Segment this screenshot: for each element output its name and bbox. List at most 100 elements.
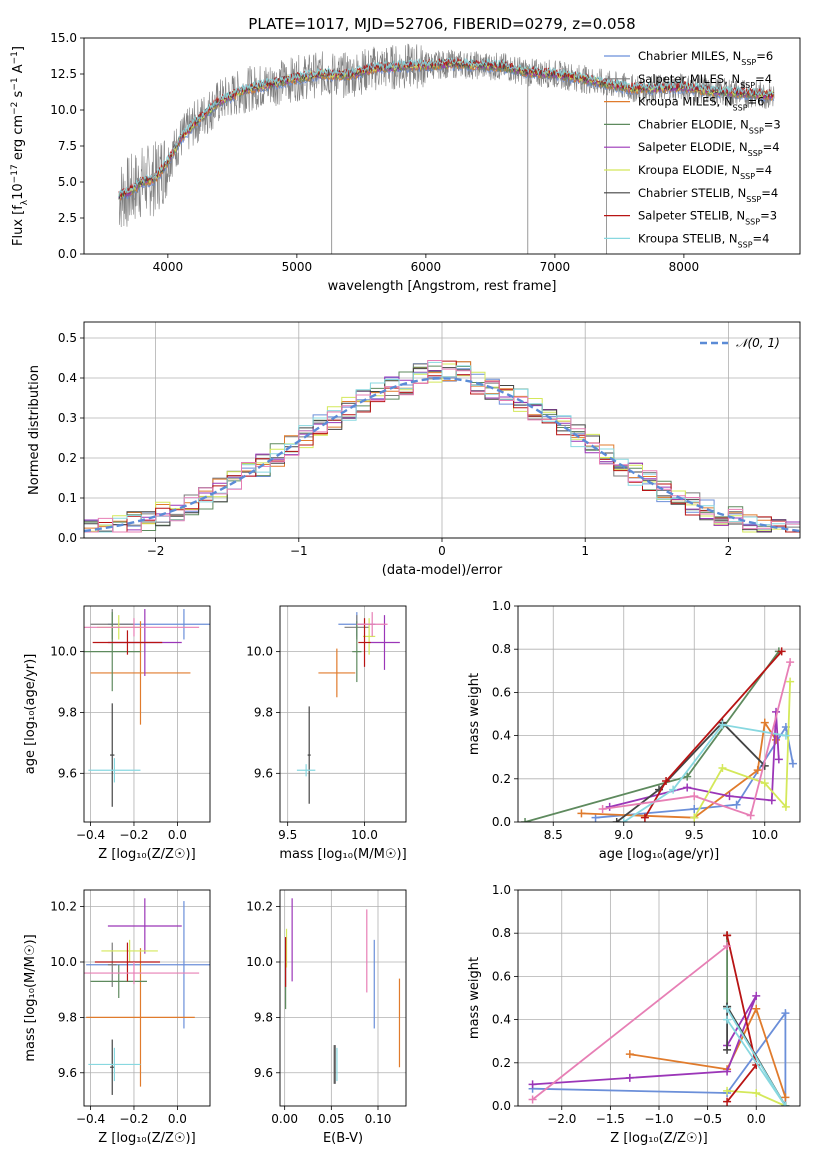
mass-weight-line-chabrier_stelib <box>616 721 766 822</box>
y-tick-label: 1.0 <box>492 883 511 897</box>
x-tick-label: −2 <box>147 544 165 558</box>
y-tick-label: 9.6 <box>58 766 77 780</box>
mass-weight-marker <box>718 720 727 729</box>
x-tick-label: 0.0 <box>168 1112 187 1126</box>
axes-frame <box>517 605 801 823</box>
mass-weight-marker <box>625 1073 634 1082</box>
y-tick-label: 9.6 <box>254 1066 273 1080</box>
mass-weight-marker <box>723 1086 732 1095</box>
y-tick-label: 1.0 <box>492 599 511 613</box>
mass-weight-marker <box>752 1004 761 1013</box>
y-tick-label: 0.8 <box>492 642 511 656</box>
y-tick-label: 0.4 <box>492 1013 511 1027</box>
legend-entry-label: Kroupa ELODIE, NSSP=4 <box>638 163 772 181</box>
mass-weight-marker <box>746 811 755 820</box>
x-tick-label: 0.05 <box>318 1112 345 1126</box>
y-tick-label: 5.0 <box>58 175 77 189</box>
mass-weight-line-kroupa_miles <box>629 1006 787 1098</box>
legend-label-suffix: =4 <box>755 72 772 86</box>
x-axis-label: E(B-V) <box>323 1131 363 1146</box>
mass-weight-marker <box>781 1093 790 1102</box>
x-tick-label: −2.0 <box>547 1112 576 1126</box>
legend-label-sub: SSP <box>746 194 761 203</box>
y-tick-label: 0.6 <box>492 969 511 983</box>
x-tick-label: 5000 <box>282 260 313 274</box>
y-tick-label: 9.6 <box>254 766 273 780</box>
y-axis-label-part: −17 <box>10 164 20 183</box>
legend-entry-label: Chabrier STELIB, NSSP=4 <box>638 186 778 204</box>
residuals-panel: −2 −1 0 1 2 0.0 0.1 0.2 0.3 0.4 0.5 (data-model)/er… <box>27 321 801 578</box>
y-tick-label: 7.5 <box>58 139 77 153</box>
x-axis-label: (data-model)/error <box>382 563 503 578</box>
x-tick-label: 6000 <box>411 260 442 274</box>
mass_vs_ebv-panel: 0.00 0.05 0.10 9.6 9.8 10.0 10.2 E(B-V) <box>246 889 407 1146</box>
age_vs_mass-data <box>296 612 400 804</box>
mass-weight-marker <box>781 802 790 811</box>
legend-label-main: Chabrier STELIB, N <box>638 186 746 200</box>
y-axis-label-part: λ <box>20 199 30 205</box>
legend-label-sub: SSP <box>741 58 756 67</box>
legend-label-sub: SSP <box>740 172 755 181</box>
age_vs_Z-data <box>84 609 210 807</box>
x-tick-label: 9.5 <box>685 828 704 842</box>
legend-label-suffix: =4 <box>753 231 770 245</box>
legend-label-main: Kroupa STELIB, N <box>638 231 738 245</box>
mass-weight-marker <box>690 792 699 801</box>
mass-weight-marker <box>625 1050 634 1059</box>
legend-entry-label: Salpeter STELIB, NSSP=3 <box>638 209 777 227</box>
legend-entry-label: Kroupa STELIB, NSSP=4 <box>638 231 769 249</box>
spectrum-data <box>118 43 775 254</box>
y-tick-label: 9.8 <box>58 705 77 719</box>
figure-title: PLATE=1017, MJD=52706, FIBERID=0279, z=0… <box>248 15 635 33</box>
age_vs_mass-panel: 9.5 10.0 9.6 9.8 10.0 mass [log₁₀(M/M☉)] <box>246 605 407 862</box>
y-tick-label: 10.0 <box>246 645 273 659</box>
axes-frame <box>517 889 801 1107</box>
residuals-data <box>84 360 800 533</box>
x-tick-label: 0.00 <box>271 1112 298 1126</box>
legend-label-sub: SSP <box>749 126 764 135</box>
y-axis-label-part: −2 <box>10 102 20 115</box>
x-tick-label: 8000 <box>669 260 700 274</box>
mass-weight-marker <box>683 772 692 781</box>
x-tick-label: 9.0 <box>614 828 633 842</box>
axes-frame <box>83 321 801 539</box>
y-axis-label-part: ] <box>11 46 26 51</box>
y-axis-label: Normed distribution <box>27 365 42 495</box>
y-tick-label: 10.2 <box>246 900 273 914</box>
y-tick-label: 10.0 <box>50 645 77 659</box>
x-tick-label: −0.2 <box>119 828 148 842</box>
y-axis-label: mass [log₁₀(M/M☉)] <box>23 934 38 1061</box>
y-axis-label-part: erg cm <box>11 115 26 164</box>
x-tick-label: 0.0 <box>168 828 187 842</box>
mass_vs_Z-panel: −0.4 −0.2 0.0 9.6 9.8 10.0 10.2 Z [log₁₀(Z/Z☉)]… <box>23 889 211 1146</box>
spectrum-panel: 4000 5000 6000 7000 8000 0.0 2.5 5.0 7.5 10.0 12.5… <box>10 31 801 294</box>
y-axis-label: age [log₁₀(age/yr)] <box>23 654 38 775</box>
legend-label-main: Salpeter STELIB, N <box>638 209 745 223</box>
mass-weight-marker <box>725 792 734 801</box>
mass-weight-marker <box>723 1015 732 1024</box>
legend-label-sub: SSP <box>738 240 753 249</box>
y-tick-label: 15.0 <box>50 31 77 45</box>
y-axis-label-part: A <box>11 64 26 77</box>
legend-label-main: Kroupa MILES, N <box>638 95 733 109</box>
mass-weight-marker <box>760 779 769 788</box>
mass-weight-line-salpeter_elodie <box>609 711 780 808</box>
x-tick-label: −1 <box>290 544 308 558</box>
y-tick-label: 0.0 <box>58 531 77 545</box>
x-tick-label: −0.4 <box>76 828 105 842</box>
y-axis-label-part: Flux [f <box>11 205 26 246</box>
mass-weight-line-kroupa_stelib <box>726 1008 787 1106</box>
mass-weight-marker <box>521 818 530 822</box>
mass_weight_vs_Z-data <box>528 931 790 1106</box>
mass_weight_vs_age-data <box>521 647 797 822</box>
mass-weight-marker <box>683 783 692 792</box>
x-axis-label: Z [log₁₀(Z/Z☉)] <box>98 1131 195 1146</box>
x-tick-label: −0.2 <box>119 1112 148 1126</box>
model-fit-line <box>118 57 775 197</box>
y-tick-label: 10.0 <box>246 955 273 969</box>
mass-weight-marker <box>723 1004 732 1013</box>
x-axis-label: Z [log₁₀(Z/Z☉)] <box>610 1131 707 1146</box>
y-tick-label: 0.6 <box>492 685 511 699</box>
mass-weight-marker <box>612 818 621 822</box>
y-tick-label: 0.5 <box>58 331 77 345</box>
